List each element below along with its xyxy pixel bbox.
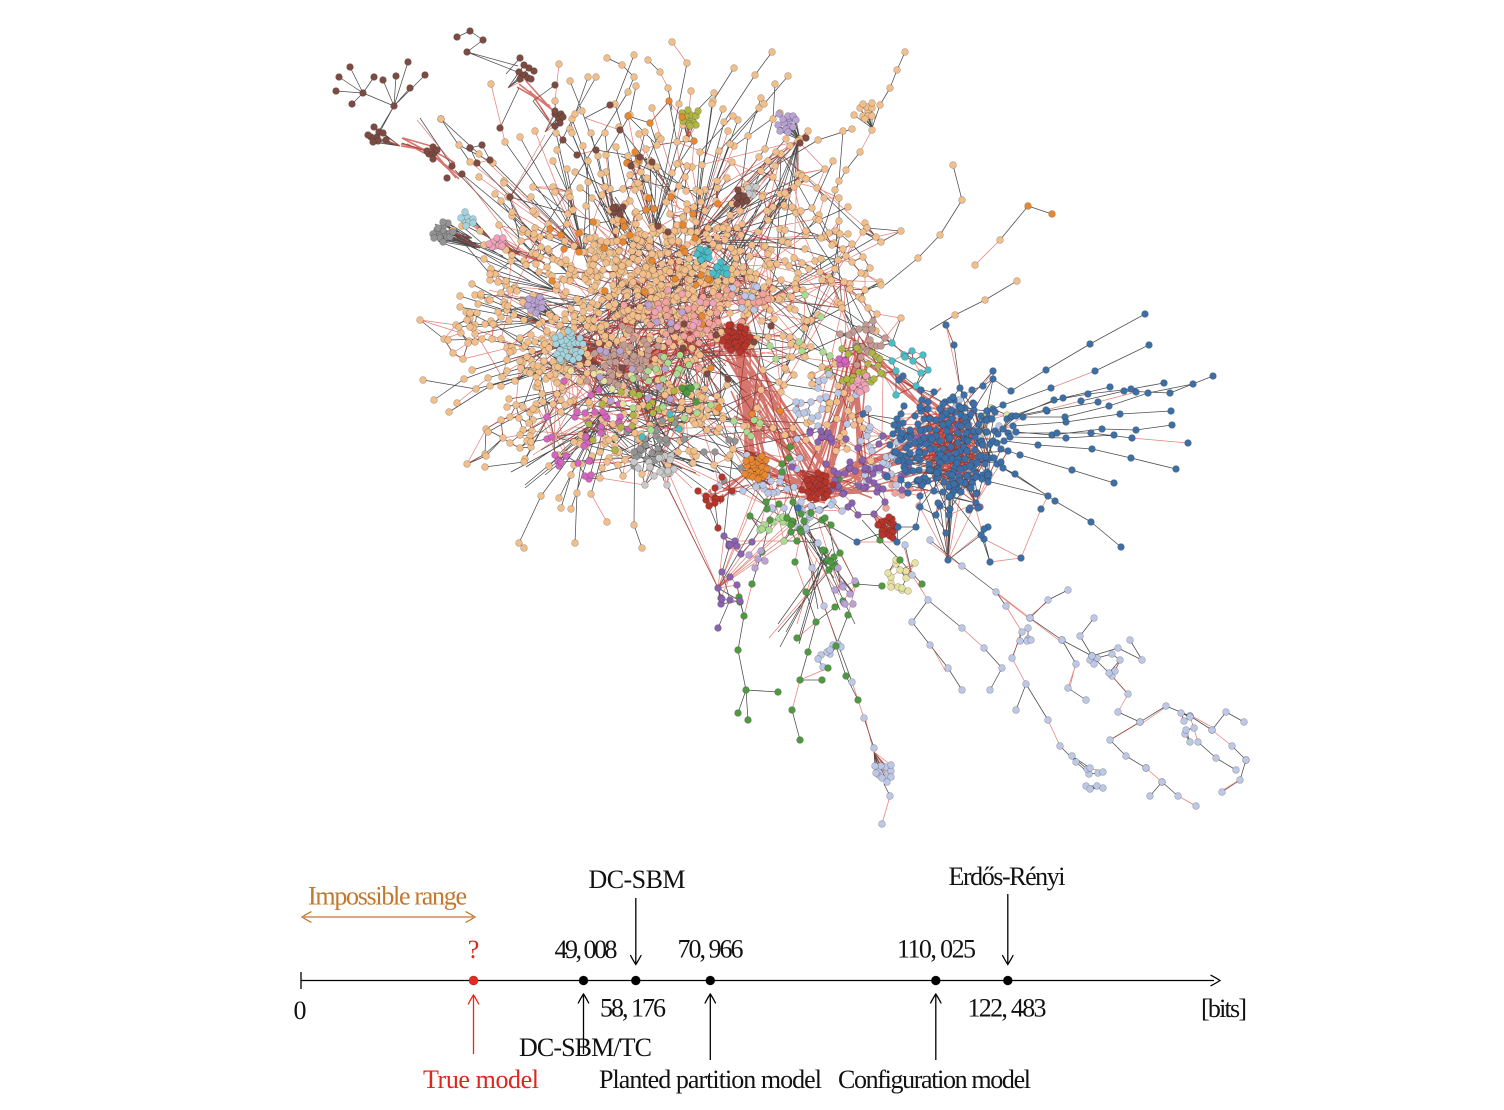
svg-text:[bits]: [bits] — [1201, 994, 1247, 1023]
svg-text:110, 025: 110, 025 — [897, 935, 976, 964]
svg-text:Erdős-Rényi: Erdős-Rényi — [949, 862, 1066, 891]
svg-text:DC-SBM/TC: DC-SBM/TC — [519, 1033, 652, 1062]
svg-text:0: 0 — [294, 996, 307, 1025]
svg-text:70, 966: 70, 966 — [678, 935, 744, 964]
svg-text:49, 008: 49, 008 — [555, 935, 618, 964]
svg-text:Configuration model: Configuration model — [838, 1065, 1031, 1094]
svg-text:Planted partition model: Planted partition model — [599, 1065, 822, 1094]
svg-text:DC-SBM: DC-SBM — [589, 865, 686, 894]
svg-text:58, 176: 58, 176 — [600, 994, 666, 1023]
svg-text:Impossible range: Impossible range — [308, 882, 467, 911]
svg-text:?: ? — [468, 935, 480, 964]
svg-text:122, 483: 122, 483 — [968, 994, 1047, 1023]
svg-text:True model: True model — [423, 1065, 539, 1094]
